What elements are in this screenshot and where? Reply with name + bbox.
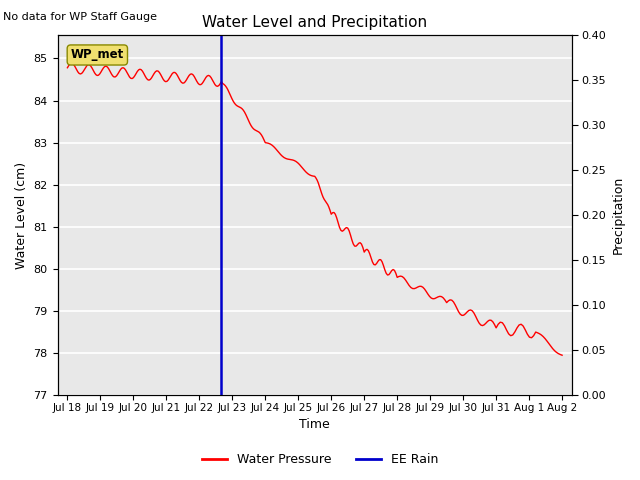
Text: No data for WP Staff Gauge: No data for WP Staff Gauge bbox=[3, 12, 157, 22]
Legend: Water Pressure, EE Rain: Water Pressure, EE Rain bbox=[196, 448, 444, 471]
Title: Water Level and Precipitation: Water Level and Precipitation bbox=[202, 15, 428, 30]
Y-axis label: Water Level (cm): Water Level (cm) bbox=[15, 162, 28, 269]
X-axis label: Time: Time bbox=[300, 419, 330, 432]
Y-axis label: Precipitation: Precipitation bbox=[612, 176, 625, 254]
Text: WP_met: WP_met bbox=[70, 48, 124, 61]
